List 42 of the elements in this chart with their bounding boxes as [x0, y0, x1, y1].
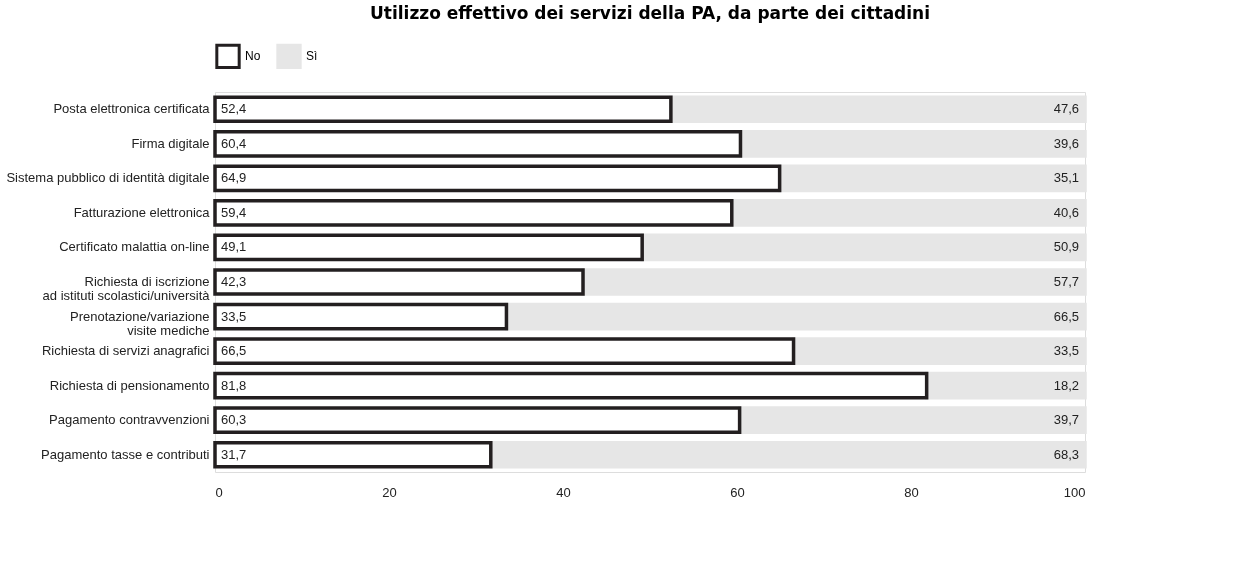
- data-label: 49,1: [221, 239, 247, 255]
- data-label: 33,5: [1053, 343, 1079, 359]
- y-tick-label: Fatturazione elettronica: [73, 204, 211, 220]
- chart-title: Utilizzo effettivo dei servizi della PA, da parte dei cittadini: [369, 3, 931, 23]
- y-tick-label: Prenotazione/variazione visite mediche: [70, 308, 210, 338]
- data-label: 47,6: [1053, 101, 1079, 117]
- data-label: 33,5: [221, 308, 247, 324]
- y-tick-label: Certificato malattia on-line: [59, 239, 210, 255]
- y-tick-label: Posta elettronica certificata: [53, 101, 211, 117]
- data-label: 50,9: [1053, 239, 1079, 255]
- y-tick-label: Pagamento tasse e contributi: [41, 446, 210, 462]
- data-label: 59,4: [221, 204, 247, 220]
- data-label: 18,2: [1053, 377, 1079, 393]
- x-tick-label: 0: [215, 484, 223, 500]
- data-label: 39,7: [1053, 412, 1079, 428]
- y-tick-label: Firma digitale: [131, 135, 210, 151]
- y-tick-label: Sistema pubblico di identità digitale: [6, 170, 210, 186]
- y-tick-label: Richiesta di servizi anagrafici: [41, 343, 210, 359]
- x-tick-label: 100: [1063, 484, 1086, 500]
- x-tick-label: 40: [556, 484, 571, 500]
- data-label: 40,6: [1053, 204, 1079, 220]
- data-label: 31,7: [221, 446, 247, 462]
- data-label: 64,9: [221, 170, 247, 186]
- data-label: 57,7: [1053, 274, 1079, 289]
- data-label: 42,3: [221, 274, 247, 289]
- x-tick-label: 80: [904, 484, 919, 500]
- legend-label: Sì: [306, 49, 318, 64]
- y-tick-label: Pagamento contravvenzioni: [49, 412, 210, 428]
- data-label: 60,4: [221, 135, 247, 151]
- data-label: 60,3: [221, 412, 247, 428]
- legend-label: No: [245, 49, 261, 64]
- y-tick-label: Richiesta di pensionamento: [49, 377, 210, 393]
- data-label: 68,3: [1053, 446, 1079, 462]
- data-label: 66,5: [221, 343, 247, 359]
- data-label: 81,8: [221, 377, 247, 393]
- data-label: 35,1: [1053, 170, 1079, 186]
- data-label: 39,6: [1053, 135, 1079, 151]
- data-label: 52,4: [221, 101, 247, 117]
- y-tick-label: Richiesta di iscrizione ad istituti scolastici/università: [42, 274, 211, 303]
- x-tick-label: 20: [382, 484, 397, 500]
- data-label: 66,5: [1053, 308, 1079, 324]
- x-tick-label: 60: [730, 484, 745, 500]
